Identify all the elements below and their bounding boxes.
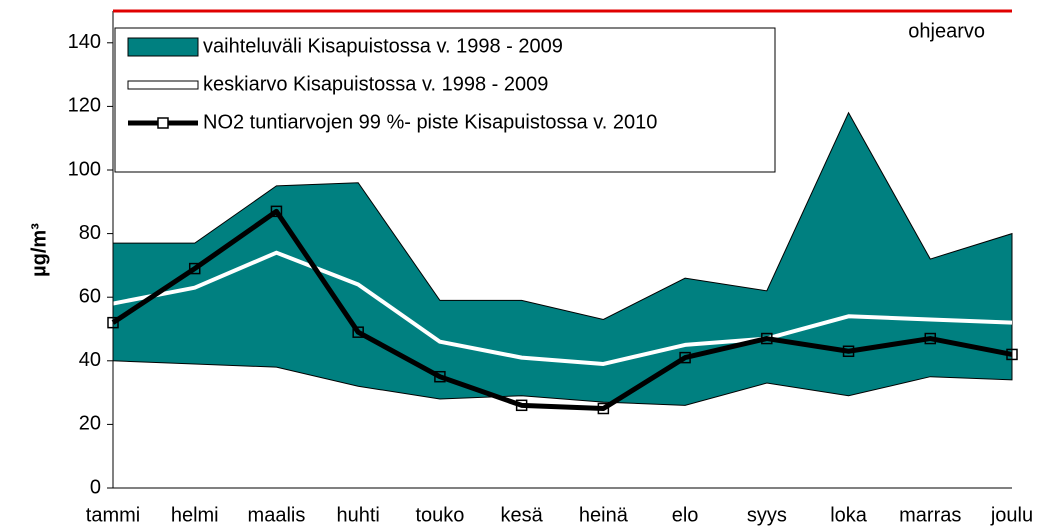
x-tick-label: touko <box>415 504 464 526</box>
x-tick-label: kesä <box>501 504 544 526</box>
marker <box>270 205 283 218</box>
x-tick-label: syys <box>747 504 787 526</box>
marker <box>761 332 773 345</box>
legend-label: keskiarvo Kisapuistossa v. 1998 - 2009 <box>203 73 548 95</box>
x-tick-label: joulu <box>990 504 1033 526</box>
legend-swatch <box>127 80 199 90</box>
y-tick-label: 60 <box>79 285 101 307</box>
marker <box>515 399 528 412</box>
marker <box>924 332 937 345</box>
marker <box>188 262 201 275</box>
legend-label: NO2 tuntiarvojen 99 %- piste Kisapuistos… <box>203 111 657 133</box>
y-tick-label: 120 <box>68 95 101 117</box>
marker <box>1006 348 1018 361</box>
y-tick-label: 140 <box>68 31 101 53</box>
reference-label: ohjearvo <box>908 20 985 42</box>
y-axis-label: µg/m³ <box>28 223 50 277</box>
legend-swatch <box>127 37 199 57</box>
marker <box>352 326 364 338</box>
marker <box>597 402 610 415</box>
x-tick-label: tammi <box>86 504 140 526</box>
y-tick-label: 0 <box>90 476 101 498</box>
line <box>112 250 1013 366</box>
legend-box <box>114 27 776 173</box>
x-tick-label: heinä <box>579 504 629 526</box>
x-tick-label: elo <box>672 504 699 526</box>
y-tick-label: 100 <box>68 158 101 180</box>
legend-marker <box>157 117 169 129</box>
line <box>111 208 1013 411</box>
x-tick-label: marras <box>899 504 961 526</box>
marker <box>842 345 855 358</box>
legend-label: vaihteluväli Kisapuistossa v. 1998 - 200… <box>203 35 563 57</box>
y-tick-label: 20 <box>79 413 101 435</box>
y-tick-label: 80 <box>79 222 101 244</box>
x-tick-label: loka <box>830 504 868 526</box>
marker <box>679 351 691 364</box>
x-tick-label: helmi <box>171 504 219 526</box>
x-tick-label: maalis <box>248 504 306 526</box>
x-tick-label: huhti <box>336 504 379 526</box>
y-tick-label: 40 <box>79 349 101 371</box>
marker <box>434 370 446 383</box>
